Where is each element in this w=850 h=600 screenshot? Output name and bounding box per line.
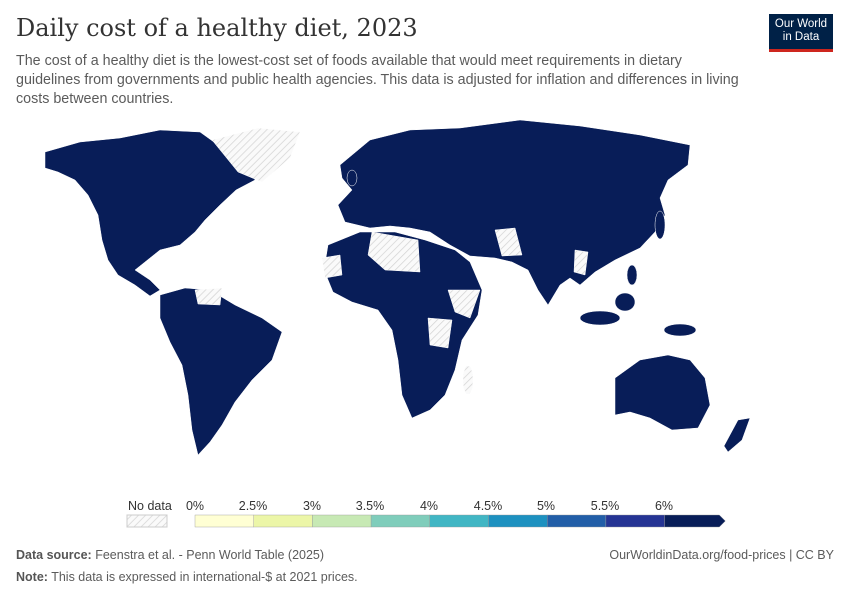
new-zealand[interactable] <box>723 417 751 453</box>
borneo[interactable] <box>614 292 636 312</box>
middle-east-no-data[interactable] <box>494 227 523 257</box>
data-source: Data source: Feenstra et al. - Penn Worl… <box>16 548 324 562</box>
color-legend <box>126 514 726 528</box>
caribbean-no-data[interactable] <box>194 287 223 306</box>
legend-bin[interactable] <box>488 514 548 528</box>
owid-logo[interactable]: Our World in Data <box>769 14 833 52</box>
north-america[interactable] <box>44 129 256 297</box>
legend-tick: 0% <box>185 499 205 513</box>
new-guinea[interactable] <box>663 323 697 337</box>
japan[interactable] <box>654 210 666 240</box>
uk[interactable] <box>346 169 358 187</box>
legend-bin[interactable] <box>370 514 431 528</box>
legend-bin[interactable] <box>605 514 665 528</box>
legend-tick: 3% <box>302 499 322 513</box>
sahara-no-data[interactable] <box>367 231 421 273</box>
page-title: Daily cost of a healthy diet, 2023 <box>16 14 418 42</box>
legend-bin[interactable] <box>429 514 489 528</box>
legend-bin[interactable] <box>547 514 607 528</box>
note-label: Note: <box>16 570 48 584</box>
legend-bin[interactable] <box>312 514 372 528</box>
legend-bin[interactable] <box>194 514 254 528</box>
greenland-no-data[interactable] <box>211 127 301 183</box>
legend-tick: 4% <box>419 499 439 513</box>
legend-tick: 3.5% <box>355 499 385 513</box>
west-africa-no-data[interactable] <box>321 254 343 279</box>
africa[interactable] <box>323 231 483 419</box>
source-link[interactable]: Feenstra et al. - Penn World Table (2025… <box>95 548 325 562</box>
source-label: Data source: <box>16 548 92 562</box>
australia[interactable] <box>614 354 711 431</box>
eurasia[interactable] <box>337 119 691 306</box>
legend-tick: 2.5% <box>238 499 268 513</box>
logo-line-2: in Data <box>782 31 820 43</box>
philippines[interactable] <box>626 264 638 286</box>
legend-tick: 5.5% <box>590 499 620 513</box>
legend-tick: 4.5% <box>473 499 503 513</box>
note-text: This data is expressed in international-… <box>51 570 358 584</box>
legend-tick: 6% <box>654 499 674 513</box>
legend-tick: 5% <box>536 499 556 513</box>
madagascar-no-data[interactable] <box>462 365 474 395</box>
indonesia[interactable] <box>579 310 621 326</box>
logo-line-1: Our World <box>774 18 828 30</box>
southeast-asia-no-data[interactable] <box>573 249 589 276</box>
south-america[interactable] <box>159 287 283 456</box>
legend-bin[interactable] <box>664 514 726 528</box>
central-africa-no-data[interactable] <box>427 317 453 349</box>
legend-no-data-label: No data <box>128 499 172 513</box>
horn-africa-no-data[interactable] <box>447 289 481 319</box>
legend-no-data-swatch[interactable] <box>126 514 168 528</box>
note: Note: This data is expressed in internat… <box>16 570 358 584</box>
subtitle: The cost of a healthy diet is the lowest… <box>16 53 739 107</box>
world-map[interactable] <box>0 115 770 475</box>
legend-bin[interactable] <box>253 514 313 528</box>
footer-url[interactable]: OurWorldinData.org/food-prices | CC BY <box>609 548 834 562</box>
